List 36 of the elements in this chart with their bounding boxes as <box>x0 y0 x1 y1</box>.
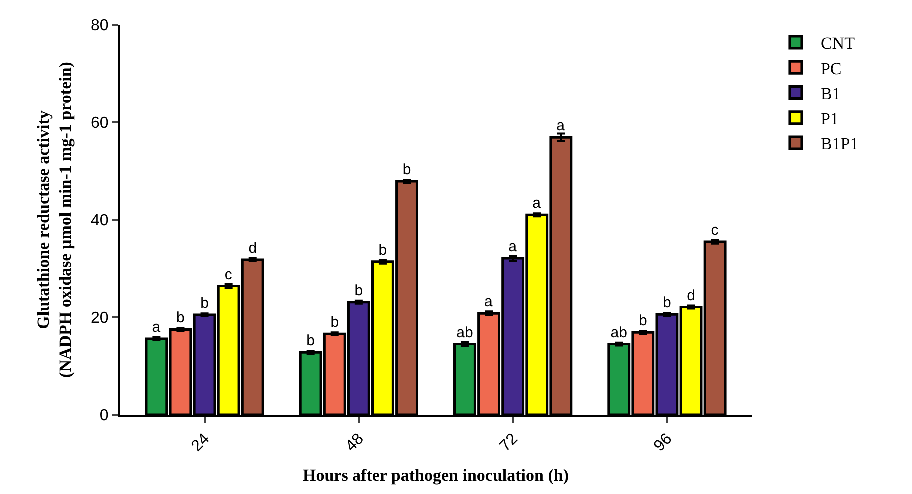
data-label: b <box>306 332 315 350</box>
y-tick-label: 40 <box>91 212 109 230</box>
data-label: a <box>484 294 494 311</box>
x-tick-label: 96 <box>651 430 676 456</box>
data-label: b <box>663 294 672 312</box>
data-label: b <box>354 282 364 300</box>
data-label: b <box>200 295 209 312</box>
y-tick-label: 0 <box>100 408 109 425</box>
legend-label: CNT <box>820 34 856 54</box>
data-label: ab <box>610 324 628 342</box>
data-label: c <box>711 222 720 239</box>
data-label: a <box>532 195 542 212</box>
data-label: b <box>402 161 412 178</box>
x-tick-label: 72 <box>496 430 522 456</box>
data-label: b <box>639 312 648 330</box>
data-label: a <box>508 238 518 256</box>
data-label: b <box>378 242 388 259</box>
data-label: b <box>330 314 340 332</box>
y-tick-label: 60 <box>91 115 109 132</box>
data-label: ab <box>456 324 474 342</box>
x-tick-label: 48 <box>342 430 368 456</box>
legend-label: B1 <box>820 84 841 104</box>
data-label: d <box>687 287 696 304</box>
x-axis-title: Hours after pathogen inoculation (h) <box>302 466 570 486</box>
legend-label: PC <box>820 59 842 78</box>
y-tick-label: 20 <box>91 310 109 328</box>
y-axis-title: Glutathione reductase activity (NADPH oxidase µmol min-1 mg-1 protein) <box>34 62 76 378</box>
legend-label: B1P1 <box>820 134 859 154</box>
data-label: a <box>152 318 162 336</box>
x-tick-label: 24 <box>188 430 214 456</box>
legend-label: P1 <box>820 109 839 128</box>
data-label: c <box>224 266 233 284</box>
data-label: b <box>176 310 185 327</box>
y-tick-label: 80 <box>91 18 109 35</box>
data-label: a <box>556 118 566 135</box>
data-label: d <box>248 240 258 257</box>
